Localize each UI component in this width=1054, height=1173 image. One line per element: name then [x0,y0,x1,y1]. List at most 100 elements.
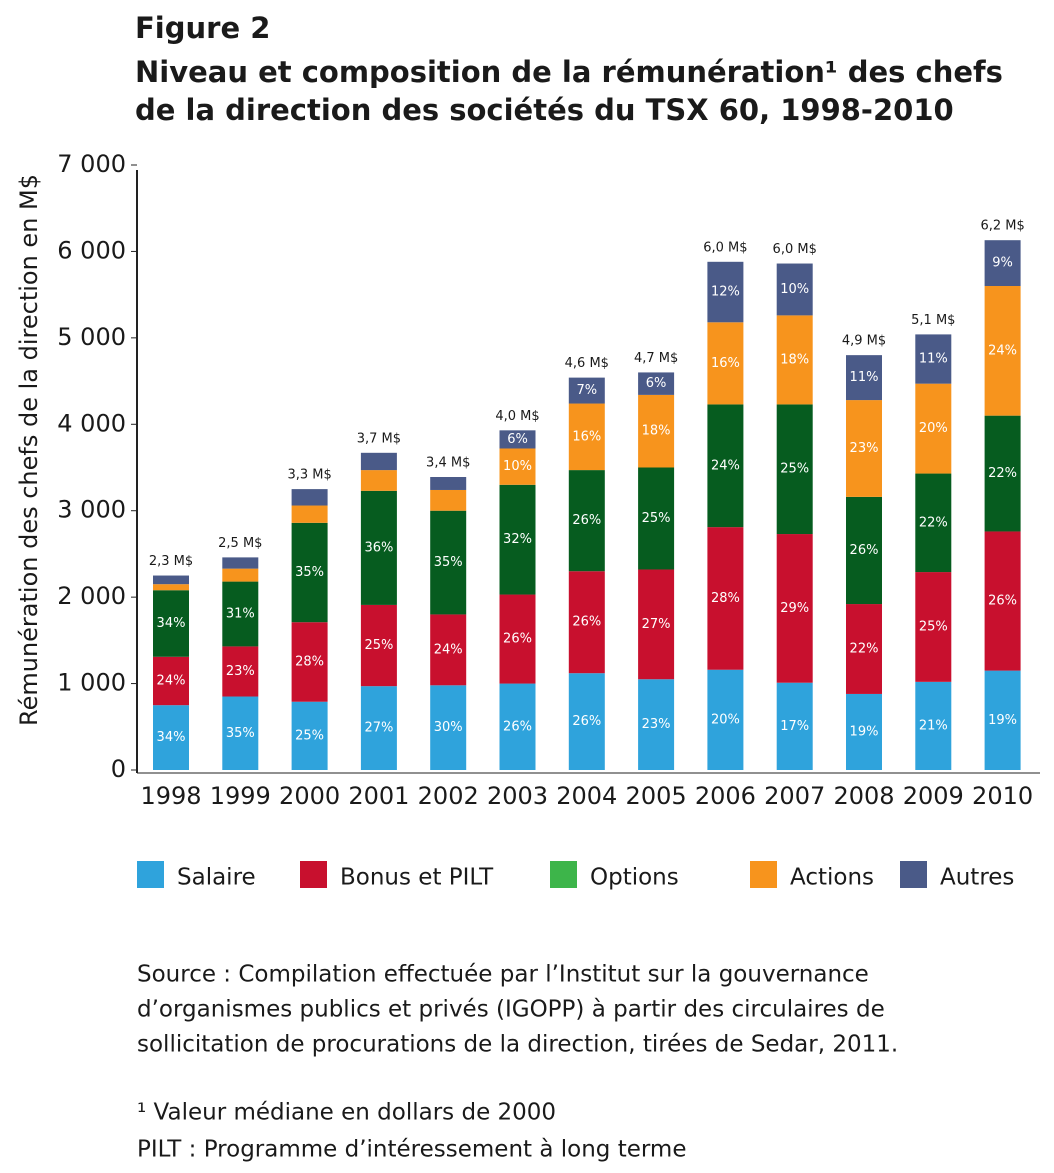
bar-segment [776,263,813,316]
segment-label: 36% [364,540,393,555]
bar-segment [360,490,397,605]
segment-label: 22% [919,515,948,530]
bar-segment [499,430,536,449]
bar-segment [568,403,605,471]
x-tick-label: 2007 [764,782,825,810]
y-tick-label: 2 000 [57,582,126,610]
y-tick-label: 4 000 [57,409,126,437]
chart-title: Niveau et composition de la rémunération… [135,55,1003,89]
bar-segment [568,571,605,674]
bar-segment [360,470,397,491]
bar-segment [776,315,813,405]
segment-label: 35% [295,565,324,580]
segment-label: 22% [850,642,879,657]
bar-segment [499,594,536,684]
bar-segment [360,686,397,770]
bar-segment [222,646,259,697]
bar-segment [915,572,952,682]
segment-label: 11% [919,352,948,367]
segment-label: 32% [503,532,532,547]
bar-segment [568,470,605,572]
segment-label: 25% [780,462,809,477]
legend-swatch [750,861,777,888]
bar-segment [984,670,1021,770]
segment-label: 25% [295,728,324,743]
bar-segment [222,696,259,770]
segment-label: 23% [850,441,879,456]
bar-segment [568,673,605,770]
figure-label: Figure 2 [135,11,270,45]
segment-label: 6% [507,432,528,447]
legend-swatch [137,861,164,888]
x-tick-label: 1999 [210,782,271,810]
segment-label: 28% [295,654,324,669]
bar-segment [984,286,1021,416]
bar-segment [707,322,744,405]
y-tick-label: 7 000 [57,150,126,178]
y-tick-label: 5 000 [57,323,126,351]
bar-segment [568,377,605,404]
bar-segment [846,693,882,770]
legend-swatch [550,861,577,888]
y-tick-label: 1 000 [57,669,126,697]
segment-label: 23% [642,717,671,732]
segment-label: 16% [711,356,740,371]
segment-label: 7% [576,383,597,398]
segment-label: 19% [850,724,879,739]
bar-segment [499,484,536,595]
legend-label: Options [590,865,679,891]
total-label: 6,0 M$ [773,242,817,257]
bar-segment [638,569,675,680]
source: sollicitation de procurations de la dire… [137,1032,898,1058]
bar-segment [153,575,189,585]
segment-label: 23% [226,664,255,679]
legend-label: Actions [790,865,874,891]
bar-segment [707,404,744,528]
segment-label: 24% [157,673,186,688]
segment-label: 10% [780,282,809,297]
x-tick-label: 2003 [487,782,548,810]
bar-segment [915,383,952,474]
source: d’organismes publics et privés (IGOPP) à… [137,997,885,1023]
bar-segment [153,584,189,591]
bar-segment [846,355,882,401]
legend-label: Autres [940,865,1014,891]
bar-segment [430,477,467,490]
segment-label: 28% [711,591,740,606]
y-tick-label: 0 [111,755,126,783]
note: ¹ Valeur médiane en dollars de 2000 [137,1100,556,1126]
bar-segment [984,240,1021,286]
x-tick-label: 2009 [903,782,964,810]
segment-label: 26% [572,615,601,630]
segment-label: 29% [780,601,809,616]
bar-segment [846,604,882,694]
note: PILT : Programme d’intéressement à long … [137,1137,686,1163]
segment-label: 10% [503,459,532,474]
bar-segment [707,527,744,670]
segment-label: 27% [642,617,671,632]
bar-segment [430,614,467,686]
segment-label: 25% [642,511,671,526]
x-tick-label: 2002 [418,782,479,810]
x-tick-label: 2001 [348,782,409,810]
segment-label: 26% [572,714,601,729]
bar-segment [360,452,397,471]
segment-label: 34% [157,730,186,745]
segment-label: 16% [572,429,601,444]
y-axis-label: Rémunération des chefs de la direction e… [15,174,43,726]
bar-segment [222,581,259,647]
segment-label: 31% [226,606,255,621]
segment-label: 19% [988,713,1017,728]
source: Source : Compilation effectuée par l’Ins… [137,962,869,988]
total-label: 6,2 M$ [980,219,1024,234]
y-tick-label: 6 000 [57,236,126,264]
legend-label: Bonus et PILT [340,865,494,891]
segment-label: 20% [919,421,948,436]
bar-segment [499,448,536,485]
bar-segment [776,682,813,770]
bar-segment [153,656,189,706]
bar-segment [360,604,397,687]
bar-segment [153,590,189,657]
x-tick-label: 2004 [556,782,617,810]
total-label: 6,0 M$ [703,240,747,255]
